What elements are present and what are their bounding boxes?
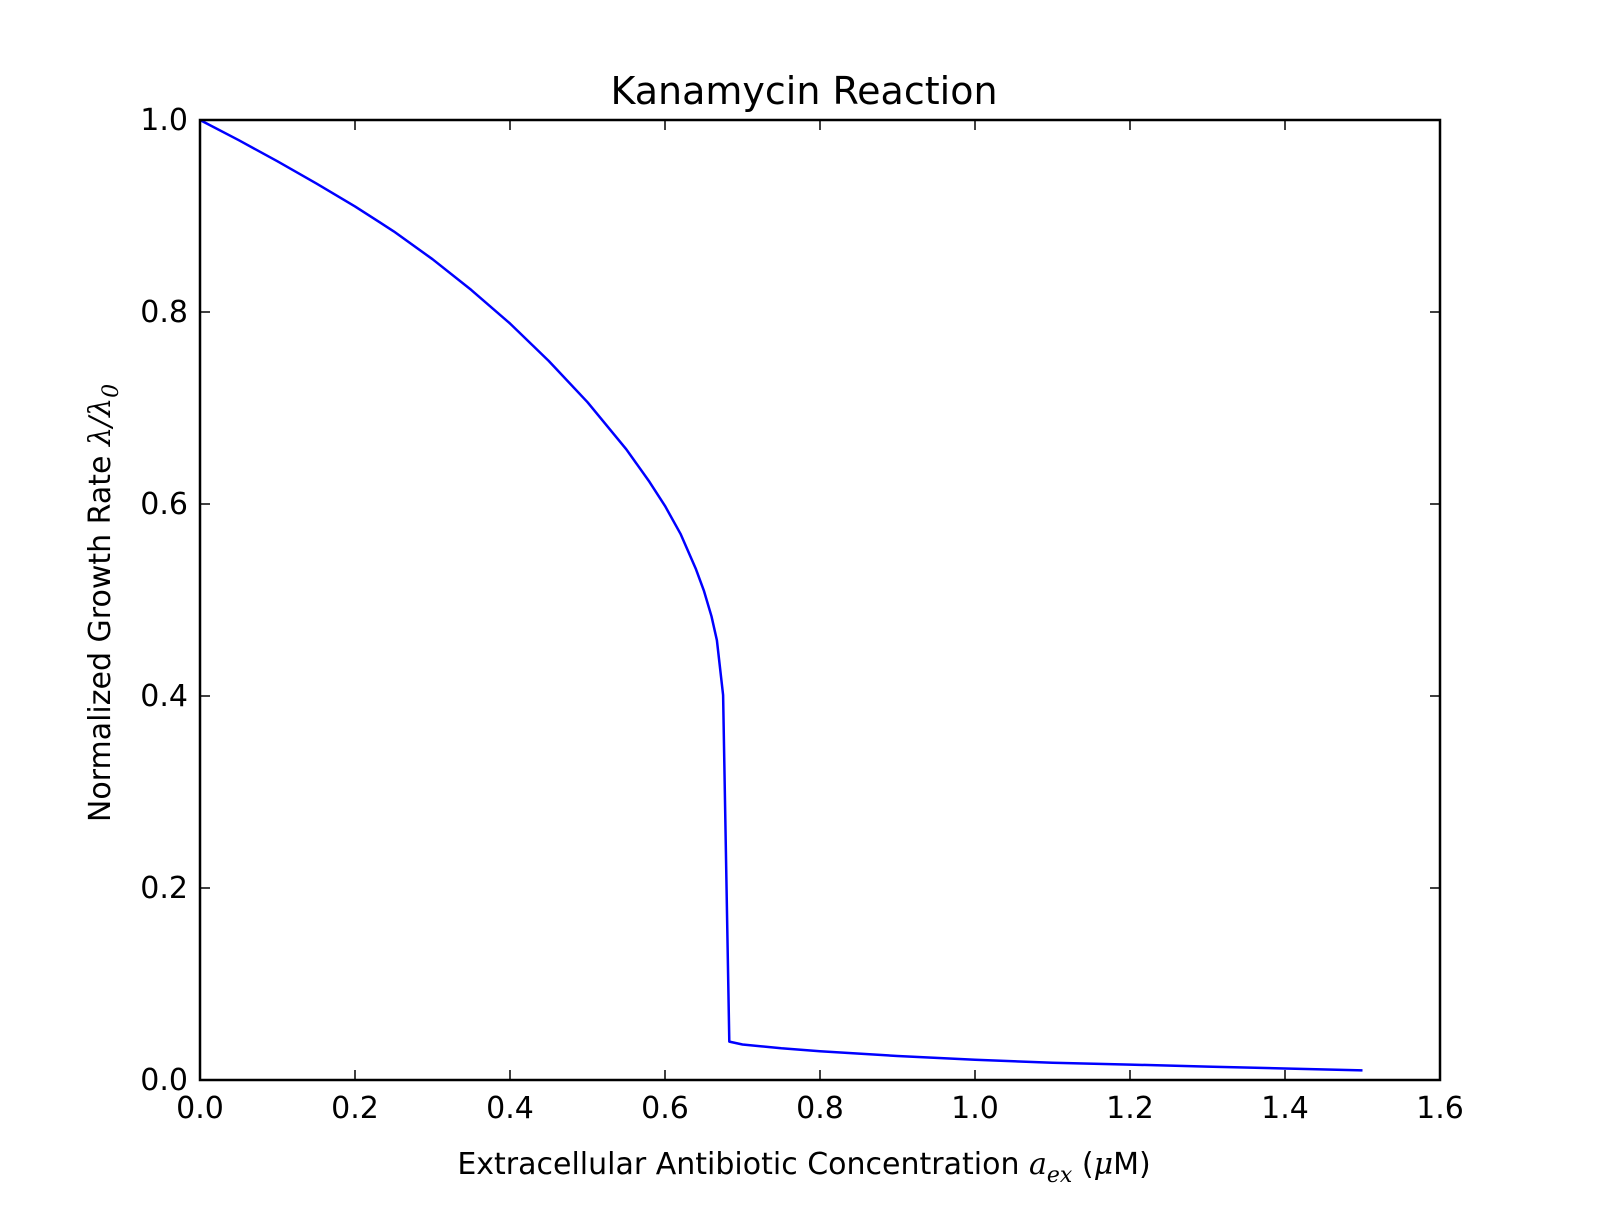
x-tick-label: 1.4 (1261, 1091, 1309, 1126)
y-axis-label: Normalized Growth Rate λ/λ0 (83, 384, 124, 822)
x-axis-label: Extracellular Antibiotic Concentration a… (457, 1147, 1150, 1188)
x-axis-label-unit-open: ( (1072, 1147, 1093, 1182)
x-tick-label: 0.0 (176, 1091, 224, 1126)
x-axis-label-subscript: ex (1047, 1163, 1073, 1188)
y-tick-label: 0.0 (140, 1063, 188, 1098)
x-tick-label: 0.6 (641, 1091, 689, 1126)
x-axis-ticks: 0.0 0.2 0.4 0.6 0.8 1.0 1.2 1.4 1.6 (176, 120, 1464, 1126)
x-axis-label-unit-rest: M) (1113, 1147, 1151, 1182)
x-axis-label-text: Extracellular Antibiotic Concentration (457, 1147, 1029, 1182)
y-axis-ticks: 0.0 0.2 0.4 0.6 0.8 1.0 (140, 103, 1440, 1098)
x-axis-label-unit-mu: μ (1094, 1147, 1114, 1182)
x-tick-label: 1.2 (1106, 1091, 1154, 1126)
y-tick-label: 1.0 (140, 103, 188, 138)
x-tick-label: 1.6 (1416, 1091, 1464, 1126)
y-axis-label-lambda-zero: λ (83, 398, 118, 418)
chart-title: Kanamycin Reaction (610, 69, 997, 113)
y-axis-label-lambda: λ (83, 427, 118, 447)
x-tick-label: 1.0 (951, 1091, 999, 1126)
y-axis-label-subscript: 0 (99, 384, 124, 398)
x-axis-label-variable: a (1029, 1147, 1047, 1182)
y-tick-label: 0.6 (140, 487, 188, 522)
y-tick-label: 0.2 (140, 871, 188, 906)
y-tick-label: 0.4 (140, 679, 188, 714)
x-tick-label: 0.8 (796, 1091, 844, 1126)
y-axis-label-text: Normalized Growth Rate (83, 446, 118, 822)
y-tick-label: 0.8 (140, 295, 188, 330)
y-axis-label-slash: / (83, 414, 118, 430)
x-tick-label: 0.2 (331, 1091, 379, 1126)
series-line (199, 118, 1363, 1072)
x-tick-label: 0.4 (486, 1091, 534, 1126)
